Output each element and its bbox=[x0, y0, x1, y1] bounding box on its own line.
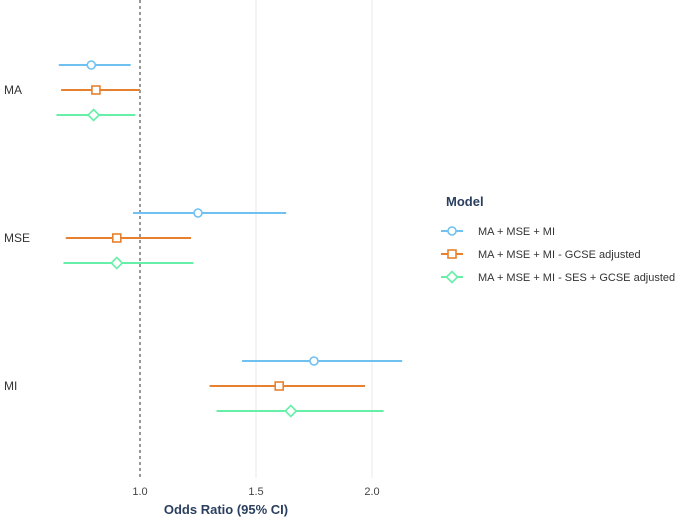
or-point bbox=[284, 404, 298, 418]
legend-item: MA + MSE + MI - GCSE adjusted bbox=[441, 249, 641, 261]
series-2 bbox=[61, 85, 366, 391]
x-axis-title: Odds Ratio (95% CI) bbox=[164, 502, 288, 517]
or-point bbox=[91, 85, 101, 95]
or-point bbox=[86, 108, 101, 122]
or-point bbox=[309, 356, 319, 366]
legend-item: MA + MSE + MI - SES + GCSE adjusted bbox=[441, 270, 675, 284]
category-labels: MA MSE MI bbox=[4, 83, 30, 393]
series-group bbox=[56, 60, 403, 418]
legend-item: MA + MSE + MI bbox=[441, 226, 555, 238]
x-tick-label: 1.5 bbox=[248, 486, 263, 498]
legend-label: MA + MSE + MI bbox=[478, 226, 555, 238]
series-3 bbox=[56, 108, 384, 418]
category-label: MSE bbox=[4, 231, 30, 245]
or-point bbox=[193, 208, 203, 218]
x-tick-label: 1.0 bbox=[132, 486, 147, 498]
or-point bbox=[445, 270, 459, 284]
series-1 bbox=[58, 60, 403, 366]
or-point bbox=[112, 233, 122, 243]
legend: Model MA + MSE + MI MA + MSE + MI - GCSE … bbox=[441, 194, 675, 284]
or-point bbox=[274, 381, 285, 391]
or-point bbox=[447, 226, 457, 236]
legend-title: Model bbox=[446, 194, 484, 209]
x-tick-labels: 1.0 1.5 2.0 bbox=[132, 486, 379, 498]
gridlines bbox=[255, 0, 373, 478]
category-label: MI bbox=[4, 379, 17, 393]
or-point bbox=[110, 256, 124, 270]
or-point bbox=[86, 60, 97, 70]
category-label: MA bbox=[4, 83, 22, 97]
or-point bbox=[447, 249, 457, 259]
x-tick-label: 2.0 bbox=[364, 486, 379, 498]
legend-label: MA + MSE + MI - SES + GCSE adjusted bbox=[478, 272, 675, 284]
legend-label: MA + MSE + MI - GCSE adjusted bbox=[478, 249, 641, 261]
